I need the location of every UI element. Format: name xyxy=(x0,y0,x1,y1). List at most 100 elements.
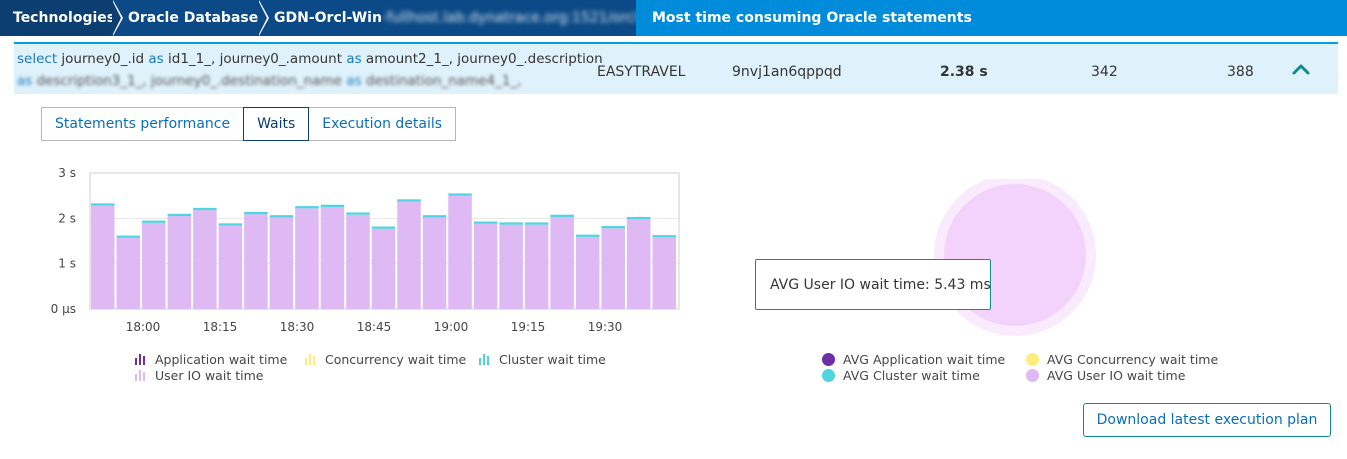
breadcrumb-label-obscured: -fullhost.lab.dynatrace.org:1521/orcl xyxy=(381,10,636,26)
bar-user-io xyxy=(346,214,370,309)
x-tick-label: 18:00 xyxy=(126,320,161,334)
y-tick-label: 1 s xyxy=(58,257,76,271)
legend-label: AVG Application wait time xyxy=(843,352,1006,367)
bar-cluster xyxy=(422,215,447,218)
detail-tabs: Statements performance Waits Execution d… xyxy=(41,107,457,141)
bar-user-io xyxy=(397,201,421,309)
legend-label: AVG User IO wait time xyxy=(1047,368,1186,383)
legend-label: Cluster wait time xyxy=(499,352,606,367)
sql-text: amount2_1_, journey0_.description xyxy=(361,51,603,67)
legend-label: AVG Cluster wait time xyxy=(843,368,980,383)
bar-cluster xyxy=(116,235,141,238)
bar-cluster xyxy=(244,211,268,215)
bar-cluster xyxy=(295,206,319,209)
legend-item-avg-concurrency[interactable]: AVG Concurrency wait time xyxy=(1026,352,1218,367)
total-time-cell: 2.38 s xyxy=(940,64,988,80)
x-tick-label: 18:30 xyxy=(280,320,315,334)
bar-user-io xyxy=(422,217,447,309)
tooltip-label: AVG User IO wait time: xyxy=(770,276,930,293)
bar-user-io xyxy=(652,237,676,309)
legend-label: AVG Concurrency wait time xyxy=(1047,352,1219,367)
bar-user-io xyxy=(448,195,472,309)
sql-line-2: as description3_1_, journey0_.destinatio… xyxy=(17,70,603,92)
bar-user-io xyxy=(116,237,141,309)
bar-user-io xyxy=(244,214,268,309)
bar-user-io xyxy=(269,217,294,309)
bar-cluster xyxy=(91,203,115,206)
bar-cluster xyxy=(269,215,294,218)
bar-cluster xyxy=(142,220,166,223)
bar-legend-icon xyxy=(135,370,145,381)
tab-execution-details[interactable]: Execution details xyxy=(308,107,457,141)
page-title: Most time consuming Oracle statements xyxy=(652,10,972,26)
waits-bar-chart: 3 s 2 s 1 s 0 µs 18:00 18:15 18:30 18:45 19:00 19… xyxy=(51,166,680,334)
bar-user-io xyxy=(320,207,345,309)
bar-user-io xyxy=(91,205,115,309)
dot-icon xyxy=(1026,369,1039,382)
bar-cluster xyxy=(575,234,600,237)
sql-keyword: as xyxy=(346,73,362,89)
statement-row[interactable]: select journey0_.id as id1_1_, journey0_… xyxy=(14,42,1338,94)
x-tick-label: 18:15 xyxy=(203,320,238,334)
breadcrumb-item-current: Most time consuming Oracle statements xyxy=(636,0,1347,36)
bar-cluster xyxy=(167,213,192,217)
legend-item-user-io[interactable]: User IO wait time xyxy=(134,368,263,383)
bar-user-io xyxy=(295,208,319,309)
legend-label: User IO wait time xyxy=(155,368,264,383)
bar-user-io xyxy=(473,223,498,309)
bar-cluster xyxy=(524,222,549,225)
tab-statements-performance[interactable]: Statements performance xyxy=(41,107,245,141)
bar-user-io xyxy=(550,216,574,309)
bar-cluster xyxy=(218,223,243,226)
bar-cluster xyxy=(499,222,523,225)
y-tick-label: 0 µs xyxy=(51,302,76,316)
bar-legend-icon xyxy=(305,354,315,365)
bar-cluster xyxy=(550,214,574,217)
bar-legend-icon xyxy=(135,354,145,365)
breadcrumb: Technologies Oracle Database GDN-Orcl-Wi… xyxy=(0,0,1347,36)
x-tick-label: 19:00 xyxy=(434,320,469,334)
legend-item-avg-application[interactable]: AVG Application wait time xyxy=(822,352,1005,367)
sql-keyword: select xyxy=(17,51,58,67)
bar-cluster xyxy=(320,204,345,207)
bar-user-io xyxy=(601,228,625,309)
legend-item-avg-user-io[interactable]: AVG User IO wait time xyxy=(1026,368,1185,383)
legend-item-avg-cluster[interactable]: AVG Cluster wait time xyxy=(822,368,980,383)
dot-icon xyxy=(822,369,835,382)
tab-waits[interactable]: Waits xyxy=(243,107,310,141)
sql-keyword: as xyxy=(346,51,362,67)
breadcrumb-item-oracle-database[interactable]: Oracle Database xyxy=(112,0,269,36)
breadcrumb-item-technologies[interactable]: Technologies xyxy=(0,0,123,36)
sql-text: id1_1_, journey0_.amount xyxy=(163,51,347,67)
bar-cluster xyxy=(346,212,370,215)
breadcrumb-item-database-host[interactable]: GDN-Orcl-Win -fullhost.lab.dynatrace.org:… xyxy=(258,0,636,36)
dot-icon xyxy=(1026,353,1039,366)
bar-cluster xyxy=(397,199,421,202)
legend-item-cluster[interactable]: Cluster wait time xyxy=(478,352,606,367)
bar-cluster xyxy=(448,193,472,196)
legend-item-concurrency[interactable]: Concurrency wait time xyxy=(304,352,466,367)
y-tick-label: 2 s xyxy=(58,211,76,225)
dot-icon xyxy=(822,353,835,366)
bar-cluster xyxy=(193,207,217,211)
donut-tooltip: AVG User IO wait time: 5.43 ms xyxy=(755,259,991,310)
download-execution-plan-button[interactable]: Download latest execution plan xyxy=(1083,403,1331,437)
sql-statement: select journey0_.id as id1_1_, journey0_… xyxy=(17,48,603,92)
tooltip-value: 5.43 ms xyxy=(934,276,991,293)
bar-user-io xyxy=(193,210,217,309)
bar-user-io xyxy=(218,225,243,309)
x-tick-label: 18:45 xyxy=(357,320,392,334)
sql-line-1: select journey0_.id as id1_1_, journey0_… xyxy=(17,48,603,70)
schema-cell: EASYTRAVEL xyxy=(597,64,686,80)
count-b-cell: 388 xyxy=(1227,64,1254,80)
bar-legend-icon xyxy=(479,354,489,365)
bar-cluster xyxy=(652,235,676,238)
chevron-up-icon[interactable] xyxy=(1290,60,1312,78)
y-tick-label: 3 s xyxy=(58,166,76,180)
sql-keyword: as xyxy=(17,73,33,89)
x-tick-label: 19:15 xyxy=(511,320,546,334)
legend-item-application[interactable]: Application wait time xyxy=(134,352,287,367)
count-a-cell: 342 xyxy=(1091,64,1118,80)
sql-text: description3_1_, journey0_.destination_n… xyxy=(32,73,347,89)
breadcrumb-label: GDN-Orcl-Win xyxy=(274,10,382,26)
